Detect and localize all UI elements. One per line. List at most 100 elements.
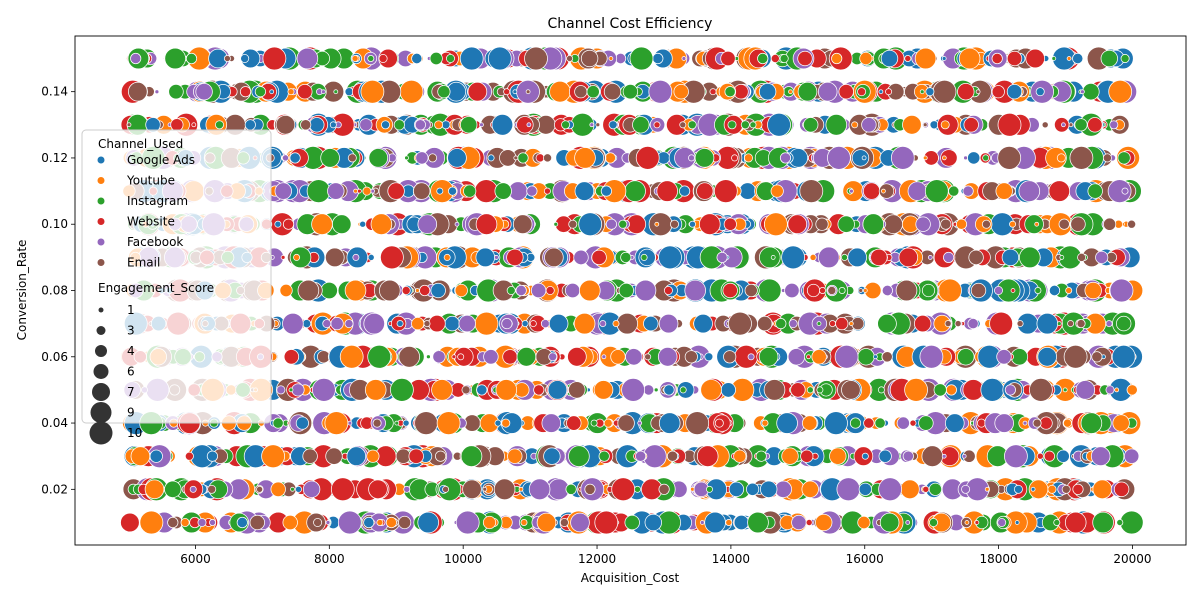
data-point xyxy=(1056,321,1062,326)
data-point xyxy=(276,385,286,395)
legend-series-label: Google Ads xyxy=(127,153,195,167)
data-point xyxy=(1048,180,1071,202)
data-point xyxy=(944,320,952,328)
data-point xyxy=(528,478,551,501)
data-point xyxy=(914,47,937,70)
data-point xyxy=(688,154,695,162)
data-point xyxy=(458,314,476,333)
data-point xyxy=(1064,511,1087,534)
legend-marker xyxy=(97,156,105,164)
data-point xyxy=(653,387,659,393)
data-point xyxy=(728,481,745,497)
data-point xyxy=(381,120,390,130)
data-point xyxy=(790,382,806,398)
data-point xyxy=(922,485,930,493)
data-point xyxy=(280,255,286,260)
data-point xyxy=(696,182,714,200)
data-point xyxy=(761,419,769,427)
data-point xyxy=(541,413,562,433)
data-point xyxy=(874,417,886,429)
data-point xyxy=(961,453,967,459)
legend-size-label: 10 xyxy=(127,426,142,440)
data-point xyxy=(460,445,483,467)
data-point xyxy=(518,486,524,492)
data-point xyxy=(787,214,808,234)
data-point xyxy=(394,420,400,426)
data-point xyxy=(1037,347,1057,367)
data-point xyxy=(568,381,586,399)
data-point xyxy=(330,477,355,502)
data-point xyxy=(302,319,312,329)
data-point xyxy=(1077,252,1087,262)
data-point xyxy=(463,184,477,198)
data-point xyxy=(759,246,781,269)
data-point xyxy=(1034,221,1040,227)
data-point xyxy=(454,283,468,298)
data-point xyxy=(816,321,822,326)
x-tick-label: 10000 xyxy=(444,552,482,566)
data-point xyxy=(841,253,848,261)
data-point xyxy=(506,286,516,295)
data-point xyxy=(385,516,397,529)
data-point xyxy=(803,117,819,133)
data-point xyxy=(209,519,216,526)
legend-size-marker xyxy=(93,364,109,379)
data-point xyxy=(164,47,186,70)
data-point xyxy=(195,83,213,101)
data-point xyxy=(553,221,559,227)
data-point xyxy=(943,251,955,263)
data-point xyxy=(618,282,634,299)
data-point xyxy=(590,419,598,427)
data-point xyxy=(262,46,287,71)
data-point xyxy=(933,383,947,397)
data-point xyxy=(419,284,431,297)
data-point xyxy=(431,379,453,401)
data-point xyxy=(282,514,298,531)
data-point xyxy=(164,480,182,498)
legend-series-label: Email xyxy=(127,256,160,270)
data-point xyxy=(896,416,910,430)
data-point xyxy=(274,220,282,228)
data-point xyxy=(1112,414,1130,432)
data-point xyxy=(958,47,981,70)
data-point xyxy=(806,283,821,298)
data-point xyxy=(1039,416,1053,430)
data-point xyxy=(877,386,885,394)
data-point xyxy=(746,482,760,496)
data-point xyxy=(474,179,499,203)
data-point xyxy=(501,418,511,428)
legend-size-marker xyxy=(92,383,110,401)
data-point xyxy=(758,347,779,367)
data-point xyxy=(663,384,675,396)
data-point xyxy=(269,89,275,95)
data-point xyxy=(429,51,443,66)
x-axis-ticks: 6000 8000 10000 12000 14000 16000 18000 20000 xyxy=(180,545,1152,566)
data-point xyxy=(368,148,389,168)
data-point xyxy=(1127,219,1137,229)
legend-series-label: Website xyxy=(127,215,175,229)
data-point xyxy=(1001,248,1020,267)
data-point xyxy=(215,120,224,130)
data-point xyxy=(788,319,798,329)
data-point xyxy=(454,221,460,227)
data-point xyxy=(506,248,524,267)
data-point xyxy=(573,312,596,335)
data-point xyxy=(282,312,304,335)
data-point xyxy=(877,313,897,334)
legend-size-marker xyxy=(90,402,112,423)
data-point xyxy=(980,378,1005,402)
data-point xyxy=(1072,52,1084,65)
data-point xyxy=(955,218,968,230)
data-point xyxy=(731,154,739,162)
data-point xyxy=(437,477,462,502)
data-point xyxy=(591,249,607,266)
data-point xyxy=(442,485,450,493)
data-point xyxy=(533,384,545,396)
data-point xyxy=(568,445,590,467)
data-point xyxy=(185,52,198,65)
scatter-points xyxy=(120,46,1144,535)
data-point xyxy=(139,510,164,535)
data-point xyxy=(921,445,944,467)
data-point xyxy=(130,446,151,466)
data-point xyxy=(580,49,599,68)
